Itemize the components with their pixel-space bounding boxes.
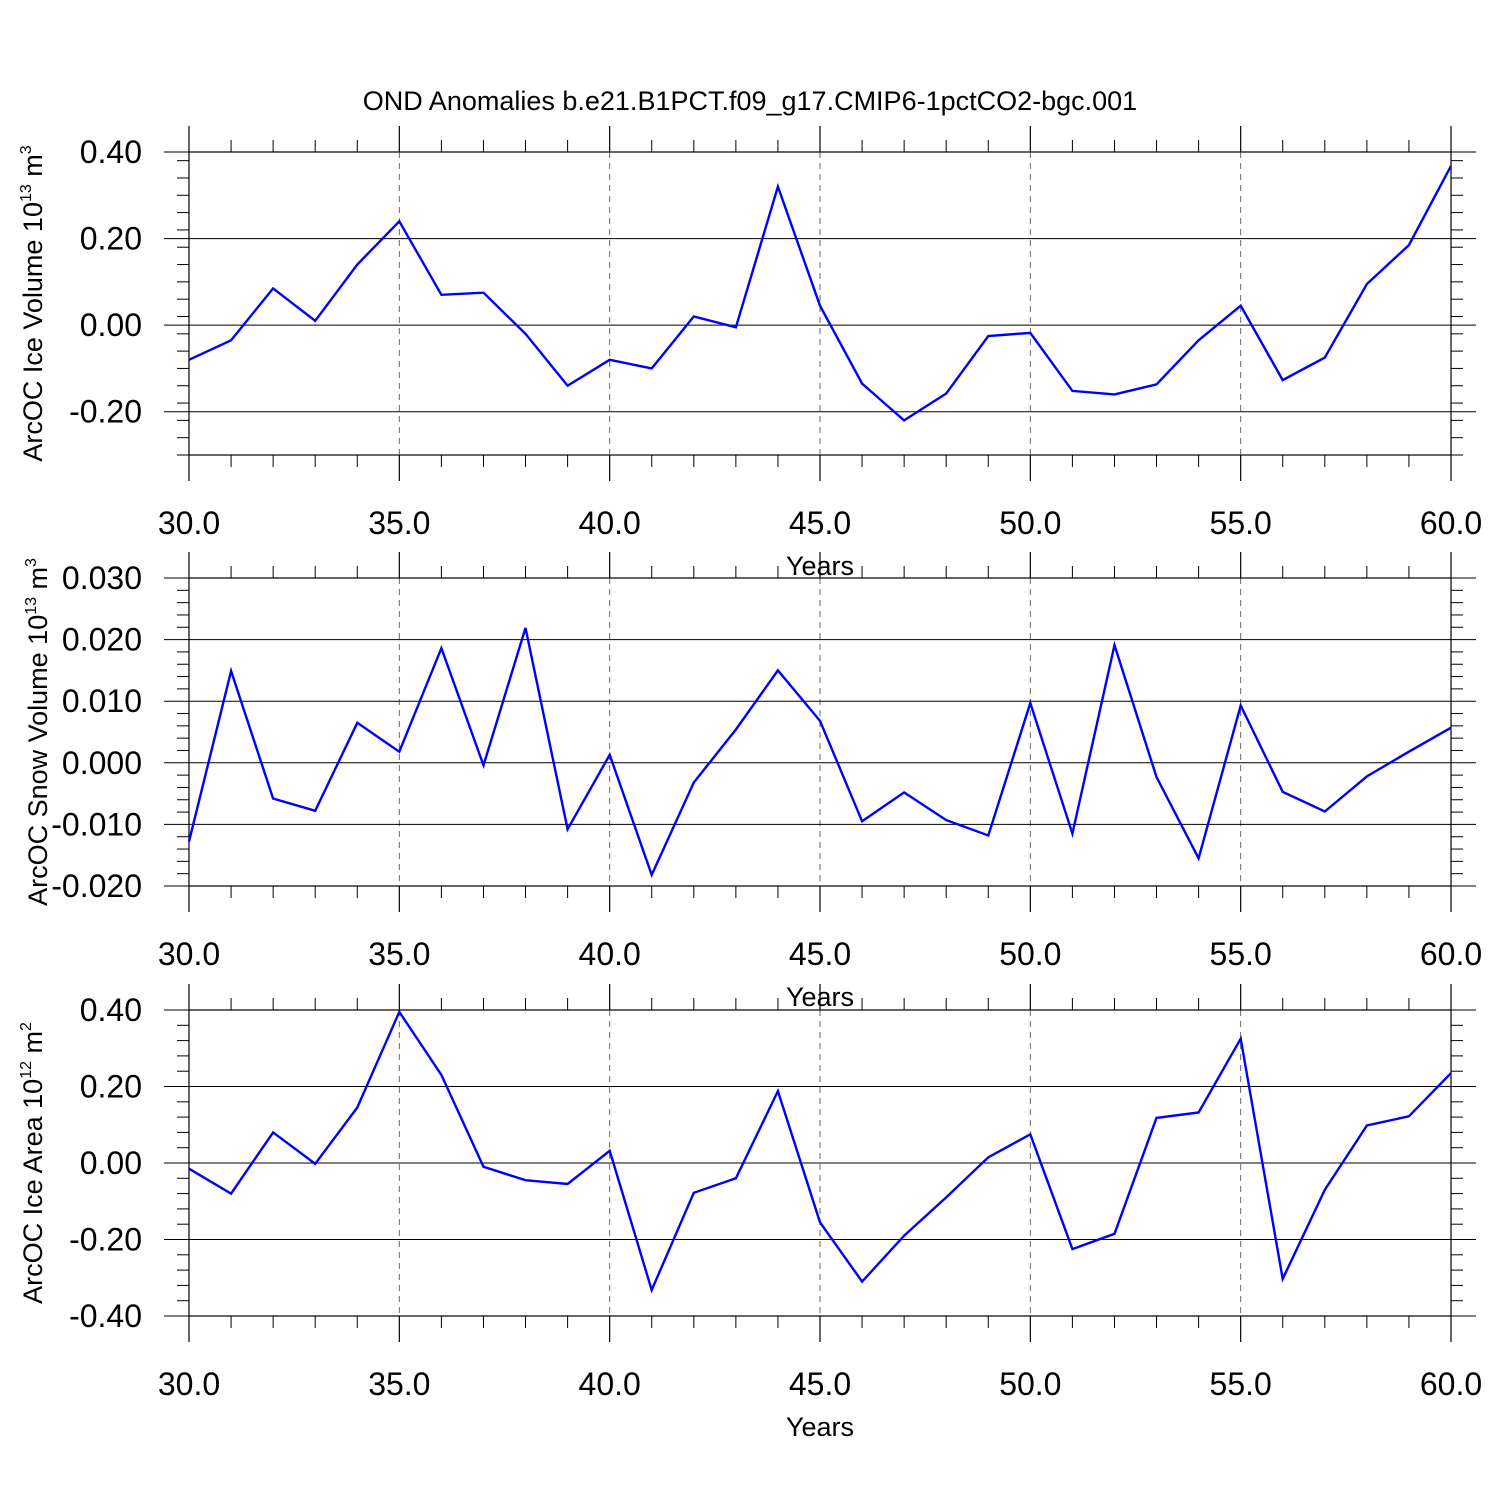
x-axis-label: Years [786,1412,854,1442]
x-tick-label: 40.0 [579,936,641,972]
series-line [187,627,1452,879]
x-tick-label: 60.0 [1420,936,1482,972]
y-tick-label: 0.00 [80,307,142,343]
y-tick-label: 0.40 [80,992,142,1028]
y-tick-label: 0.020 [62,622,142,658]
y-axis-label: ArcOC Ice Volume 1013 m3 [18,145,48,461]
x-tick-label: 55.0 [1210,505,1272,541]
x-tick-label: 35.0 [368,936,430,972]
x-tick-label: 35.0 [368,505,430,541]
x-tick-label: 30.0 [158,936,220,972]
x-tick-label: 35.0 [368,1366,430,1402]
y-tick-label: 0.010 [62,683,142,719]
chart-panel-2: 30.0 35.0 40.0 45.0 50.0 55.0 60.0 -0.020 -0.010… [23,552,1482,1012]
y-tick-label: 0.20 [80,221,142,257]
y-tick-label: 0.030 [62,560,142,596]
x-tick-label: 45.0 [789,1366,851,1402]
y-tick-label: -0.20 [69,394,142,430]
x-tick-label: 50.0 [999,1366,1061,1402]
y-tick-label: 0.000 [62,745,142,781]
x-tick-label: 50.0 [999,505,1061,541]
chart-panel-1: 30.0 35.0 40.0 45.0 50.0 55.0 60.0 -0.20 0.00 0.2… [18,126,1482,581]
y-tick-label: 0.20 [80,1069,142,1105]
y-tick-label: 0.40 [80,134,142,170]
figure-title: OND Anomalies b.e21.B1PCT.f09_g17.CMIP6-… [363,86,1137,116]
x-tick-label: 45.0 [789,936,851,972]
y-tick-label: -0.020 [51,868,142,904]
x-tick-label: 30.0 [158,1366,220,1402]
chart-panel-3: 30.0 35.0 40.0 45.0 50.0 55.0 60.0 -0.40 -0.20 0.… [18,984,1482,1442]
x-tick-label: 60.0 [1420,505,1482,541]
y-axis-label: ArcOC Ice Area 1012 m2 [18,1022,48,1304]
x-tick-label: 55.0 [1210,936,1272,972]
x-tick-label: 50.0 [999,936,1061,972]
x-tick-label: 40.0 [579,1366,641,1402]
series-line [188,165,1453,422]
x-tick-label: 55.0 [1210,1366,1272,1402]
y-tick-label: -0.010 [51,806,142,842]
x-tick-label: 60.0 [1420,1366,1482,1402]
x-tick-label: 30.0 [158,505,220,541]
series-line [188,1009,1452,1294]
x-tick-label: 45.0 [789,505,851,541]
y-tick-label: 0.00 [80,1145,142,1181]
y-tick-label: -0.40 [69,1298,142,1334]
y-axis-label: ArcOC Snow Volume 1013 m3 [23,558,53,906]
y-tick-label: -0.20 [69,1222,142,1258]
x-tick-label: 40.0 [579,505,641,541]
